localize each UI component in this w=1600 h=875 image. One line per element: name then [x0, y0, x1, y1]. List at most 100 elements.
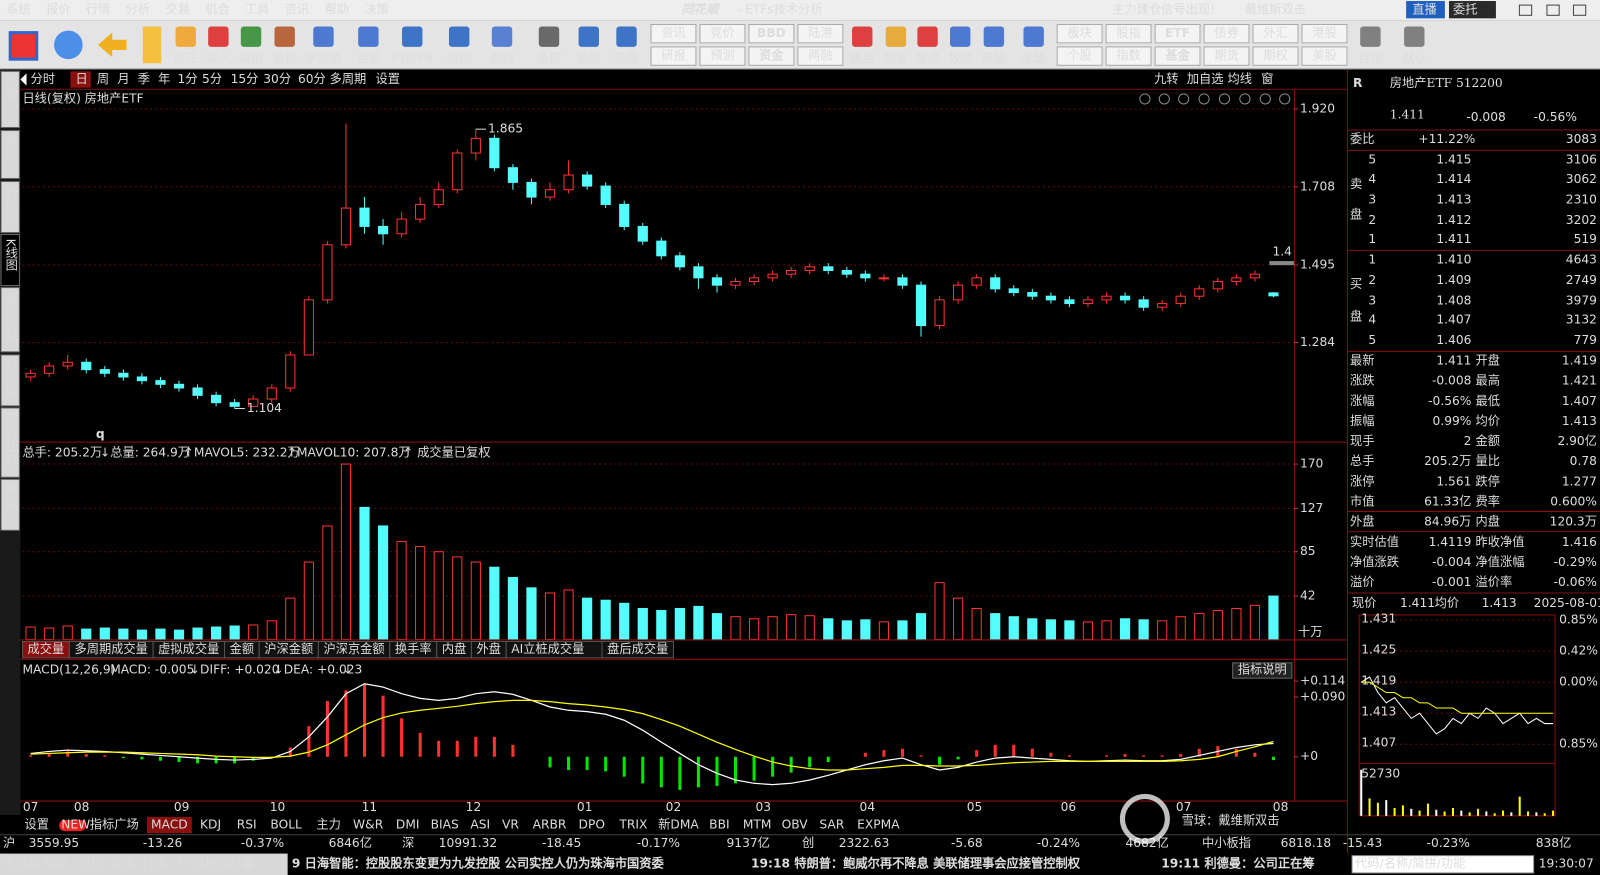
indicator-tab[interactable]: DPO	[579, 818, 605, 832]
search-box[interactable]	[1351, 855, 1535, 874]
side-tab[interactable]	[0, 70, 20, 128]
indicator-tab[interactable]: 主力	[316, 818, 340, 832]
toolbar-button[interactable]: 全球	[1021, 51, 1045, 66]
period-tab[interactable]: 日	[76, 72, 88, 86]
period-tab[interactable]: 年	[158, 72, 170, 86]
toolbar-cell-label[interactable]: 期货	[1214, 48, 1238, 63]
chart-icon[interactable]	[1158, 93, 1170, 105]
period-tab[interactable]: 60分	[298, 72, 326, 86]
period-tab[interactable]: 5分	[202, 72, 222, 86]
indicator-tab-label[interactable]: 金额	[230, 641, 254, 656]
live-label[interactable]: 直播	[1412, 3, 1436, 17]
indicator-tab[interactable]	[601, 640, 674, 659]
toolbar-button[interactable]: F10/F9	[391, 52, 433, 66]
indicator-tab[interactable]: 指标广场	[90, 817, 139, 832]
search-placeholder[interactable]: 代码/名称/简拼/功能	[1355, 855, 1465, 870]
help-button-label[interactable]: 指标说明	[1238, 662, 1287, 677]
status-link[interactable]: 7*24快讯	[176, 856, 230, 870]
indicator-tab[interactable]: MTM	[743, 818, 772, 832]
toolbar-icon[interactable]	[313, 26, 334, 47]
toolbar-icon[interactable]	[616, 26, 637, 47]
toolbar-icon[interactable]	[448, 26, 470, 47]
indicator-tab[interactable]: VR	[502, 818, 519, 832]
toolbar-cell[interactable]	[1154, 23, 1201, 44]
toolbar-cell-label[interactable]: 资讯	[661, 26, 685, 40]
toolbar-icon[interactable]	[983, 26, 1005, 47]
toolbar-cell[interactable]	[650, 23, 697, 44]
indicator-tab[interactable]: NEW	[61, 818, 90, 832]
window-control[interactable]	[1546, 4, 1560, 16]
toolbar-button[interactable]: 掘金	[884, 51, 908, 66]
period-tab[interactable]: 季	[138, 72, 150, 86]
toolbar-cell[interactable]	[1301, 46, 1348, 66]
indicator-tab[interactable]: EXPMA	[857, 818, 900, 832]
toolbar-cell-label[interactable]: 陆港	[808, 25, 832, 40]
toolbar-button[interactable]: 论股	[577, 52, 601, 66]
indicator-tab[interactable]: MACD	[151, 818, 188, 832]
side-tab-label[interactable]: 更多	[4, 483, 18, 508]
help-button[interactable]	[1232, 662, 1293, 679]
chart-icon[interactable]	[1259, 93, 1271, 105]
side-tab[interactable]	[0, 234, 20, 287]
period-tab[interactable]: 月	[117, 72, 129, 86]
indicator-tab-active[interactable]	[146, 816, 192, 834]
indicator-tab[interactable]: RSI	[237, 818, 257, 832]
chart-tool[interactable]: 窗	[1261, 72, 1273, 86]
toolbar-cell-label[interactable]: 外汇	[1263, 26, 1287, 40]
side-tab[interactable]	[0, 407, 20, 478]
chart-icon[interactable]	[1279, 93, 1291, 105]
toolbar-button[interactable]: 周期	[447, 52, 471, 66]
top-link[interactable]: 主力建仓信号出现!	[1112, 3, 1215, 17]
toolbar-button[interactable]: 多窗	[537, 52, 561, 66]
toolbar-cell[interactable]	[1252, 46, 1299, 66]
toolbar-button[interactable]: 模拟	[272, 52, 296, 66]
toolbar-cell[interactable]	[1301, 23, 1348, 44]
toolbar-cell-label[interactable]: ETF	[1165, 26, 1190, 40]
toolbar-icon[interactable]	[917, 26, 938, 47]
status-link[interactable]: 反馈	[43, 856, 67, 870]
side-tab-label[interactable]: 基金资料	[4, 291, 18, 340]
trade-label[interactable]: 委托	[1453, 3, 1477, 17]
toolbar-cell-label[interactable]: 研报	[661, 48, 685, 63]
toolbar-cell-label[interactable]: 板块	[1067, 26, 1091, 40]
indicator-tab[interactable]: BIAS	[431, 818, 459, 832]
indicator-tab-label[interactable]: 多周期成交量	[74, 641, 147, 656]
toolbar-cell-label[interactable]: 资金	[759, 48, 784, 63]
top-link[interactable]: 戴维斯双击	[1245, 2, 1306, 17]
window-control[interactable]	[1518, 4, 1533, 16]
toolbar-cell[interactable]	[650, 46, 697, 66]
toolbar-icon[interactable]	[358, 26, 379, 47]
toolbar-button[interactable]: 热点	[850, 52, 874, 66]
period-tab[interactable]: 15分	[231, 72, 259, 86]
indicator-tab[interactable]: W&R	[353, 818, 384, 832]
toolbar-cell-label[interactable]: 两融	[808, 49, 832, 63]
chart-icon[interactable]	[1239, 93, 1251, 105]
toolbar-cell[interactable]	[699, 23, 746, 44]
toolbar-button[interactable]: 新股	[982, 51, 1006, 66]
news-item[interactable]: 19:18 特朗普：鲍威尔再不降息 美联储理事会应接管控制权	[751, 855, 1081, 870]
chart-icon[interactable]	[1218, 93, 1231, 105]
menu-item[interactable]: 报价	[46, 2, 70, 17]
menu-item[interactable]: 工具	[245, 3, 269, 17]
toolbar-cell-label[interactable]: 债券	[1214, 25, 1238, 40]
indicator-tab-label[interactable]: 外盘	[477, 641, 501, 656]
period-tab[interactable]: 设置	[376, 72, 400, 86]
chart-tool[interactable]: 均线	[1228, 72, 1252, 86]
toolbar-cell[interactable]	[1252, 23, 1299, 44]
period-tab[interactable]: 30分	[263, 72, 291, 86]
toolbar-button[interactable]: 数据	[948, 51, 972, 66]
toolbar-cell-label[interactable]: 竞价	[710, 26, 734, 40]
side-tab[interactable]	[0, 181, 20, 234]
side-tab-label[interactable]: 分时图	[4, 185, 18, 222]
app-logo[interactable]	[8, 31, 39, 61]
indicator-tab[interactable]: BOLL	[270, 818, 302, 832]
indicator-tab[interactable]: ARBR	[533, 818, 567, 832]
period-tab[interactable]: 多周期	[330, 72, 367, 86]
period-tab[interactable]: 1分	[178, 72, 198, 86]
toolbar-cell[interactable]	[797, 46, 844, 66]
period-tab[interactable]: 分时	[31, 72, 55, 86]
menu-item[interactable]: 决策	[364, 2, 388, 17]
toolbar-button[interactable]: 自定	[1358, 51, 1382, 66]
news-item[interactable]: 19:11 利德曼：公司正在筹	[1161, 855, 1314, 870]
indicator-tab[interactable]: BBI	[709, 818, 729, 832]
